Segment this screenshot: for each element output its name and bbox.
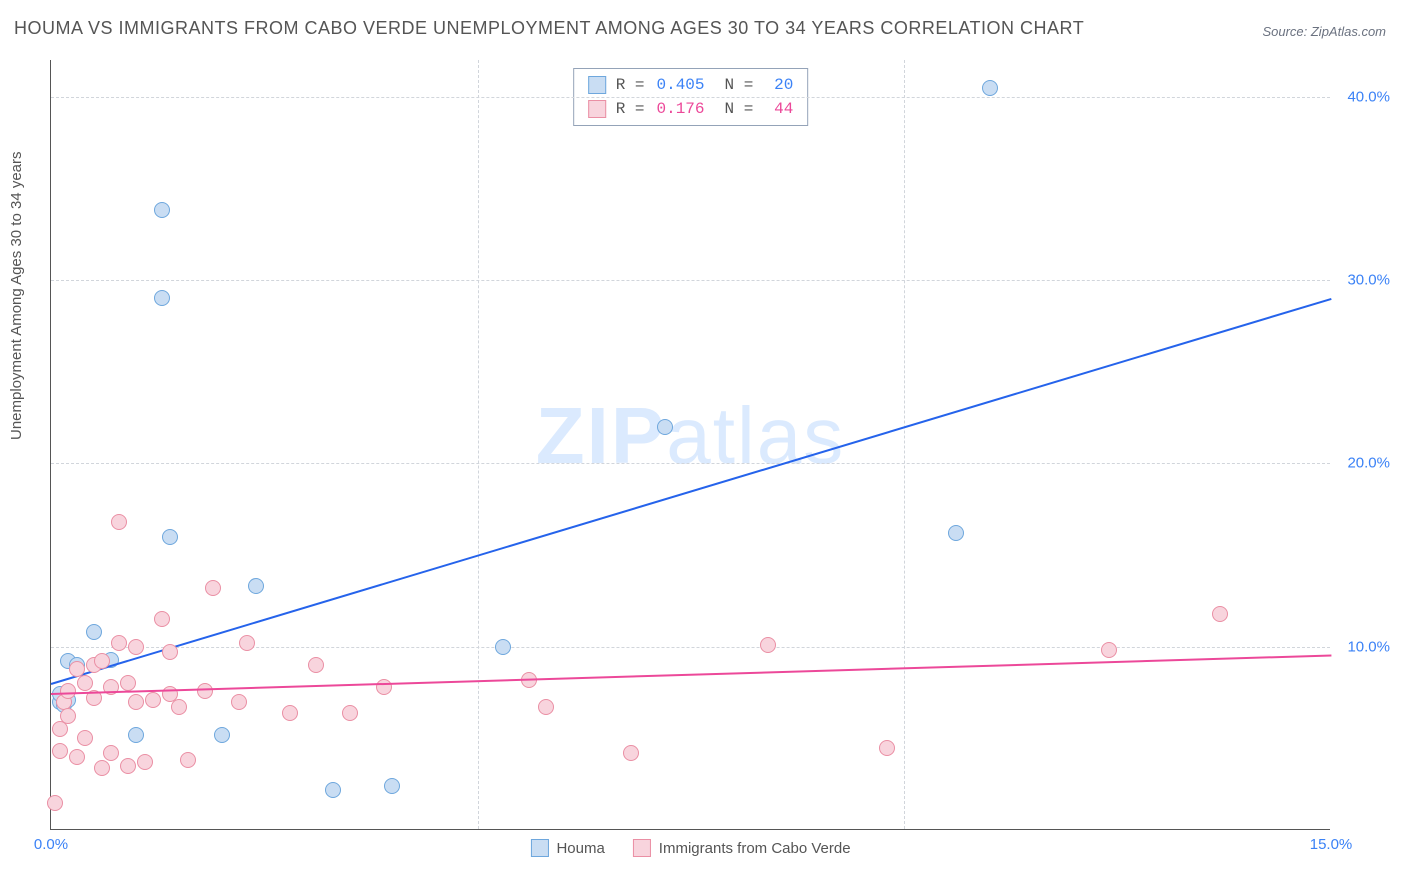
- data-point: [162, 644, 178, 660]
- data-point: [982, 80, 998, 96]
- data-point: [1101, 642, 1117, 658]
- legend-r-label: R =: [616, 97, 645, 121]
- data-point: [52, 743, 68, 759]
- data-point: [657, 419, 673, 435]
- legend-stat-row: R = 0.176 N = 44: [588, 97, 794, 121]
- data-point: [342, 705, 358, 721]
- legend-item: Houma: [530, 839, 604, 857]
- data-point: [120, 758, 136, 774]
- data-point: [120, 675, 136, 691]
- gridline-v: [904, 60, 905, 829]
- legend-n-value: 44: [763, 97, 793, 121]
- x-tick-label: 0.0%: [34, 836, 68, 853]
- data-point: [137, 754, 153, 770]
- legend-label: Houma: [556, 840, 604, 857]
- legend-stat-row: R = 0.405 N = 20: [588, 73, 794, 97]
- gridline-h: [51, 280, 1330, 281]
- data-point: [495, 639, 511, 655]
- chart-title: HOUMA VS IMMIGRANTS FROM CABO VERDE UNEM…: [14, 18, 1084, 39]
- data-point: [86, 624, 102, 640]
- data-point: [162, 529, 178, 545]
- data-point: [154, 290, 170, 306]
- data-point: [214, 727, 230, 743]
- data-point: [879, 740, 895, 756]
- data-point: [948, 525, 964, 541]
- y-tick-label: 40.0%: [1347, 88, 1390, 105]
- data-point: [145, 692, 161, 708]
- data-point: [94, 760, 110, 776]
- gridline-h: [51, 463, 1330, 464]
- data-point: [77, 730, 93, 746]
- x-tick-label: 15.0%: [1310, 836, 1353, 853]
- data-point: [77, 675, 93, 691]
- watermark: ZIPatlas: [536, 389, 845, 481]
- y-axis-label: Unemployment Among Ages 30 to 34 years: [8, 151, 25, 440]
- scatter-chart: ZIPatlas R =0.405N =20R =0.176N =44 Houm…: [50, 60, 1330, 830]
- trend-line: [51, 298, 1332, 685]
- data-point: [60, 708, 76, 724]
- data-point: [111, 635, 127, 651]
- data-point: [248, 578, 264, 594]
- data-point: [60, 683, 76, 699]
- data-point: [376, 679, 392, 695]
- data-point: [128, 694, 144, 710]
- data-point: [111, 514, 127, 530]
- series-legend: Houma Immigrants from Cabo Verde: [530, 839, 850, 857]
- data-point: [180, 752, 196, 768]
- data-point: [205, 580, 221, 596]
- legend-r-value: 0.176: [655, 97, 705, 121]
- data-point: [538, 699, 554, 715]
- y-tick-label: 30.0%: [1347, 272, 1390, 289]
- data-point: [171, 699, 187, 715]
- data-point: [128, 639, 144, 655]
- legend-item: Immigrants from Cabo Verde: [633, 839, 851, 857]
- source-label: Source: ZipAtlas.com: [1262, 24, 1386, 39]
- data-point: [239, 635, 255, 651]
- data-point: [197, 683, 213, 699]
- y-tick-label: 10.0%: [1347, 638, 1390, 655]
- data-point: [69, 749, 85, 765]
- legend-r-label: R =: [616, 73, 645, 97]
- data-point: [47, 795, 63, 811]
- data-point: [94, 653, 110, 669]
- legend-swatch: [530, 839, 548, 857]
- gridline-v: [478, 60, 479, 829]
- legend-swatch: [588, 100, 606, 118]
- data-point: [325, 782, 341, 798]
- legend-n-value: 20: [763, 73, 793, 97]
- data-point: [760, 637, 776, 653]
- data-point: [231, 694, 247, 710]
- gridline-h: [51, 97, 1330, 98]
- legend-n-label: N =: [725, 73, 754, 97]
- data-point: [1212, 606, 1228, 622]
- data-point: [384, 778, 400, 794]
- data-point: [623, 745, 639, 761]
- y-tick-label: 20.0%: [1347, 455, 1390, 472]
- data-point: [128, 727, 144, 743]
- data-point: [69, 661, 85, 677]
- data-point: [103, 745, 119, 761]
- data-point: [154, 611, 170, 627]
- legend-label: Immigrants from Cabo Verde: [659, 840, 851, 857]
- legend-swatch: [633, 839, 651, 857]
- data-point: [282, 705, 298, 721]
- data-point: [308, 657, 324, 673]
- legend-r-value: 0.405: [655, 73, 705, 97]
- legend-n-label: N =: [725, 97, 754, 121]
- trend-line: [51, 654, 1331, 694]
- data-point: [154, 202, 170, 218]
- legend-swatch: [588, 76, 606, 94]
